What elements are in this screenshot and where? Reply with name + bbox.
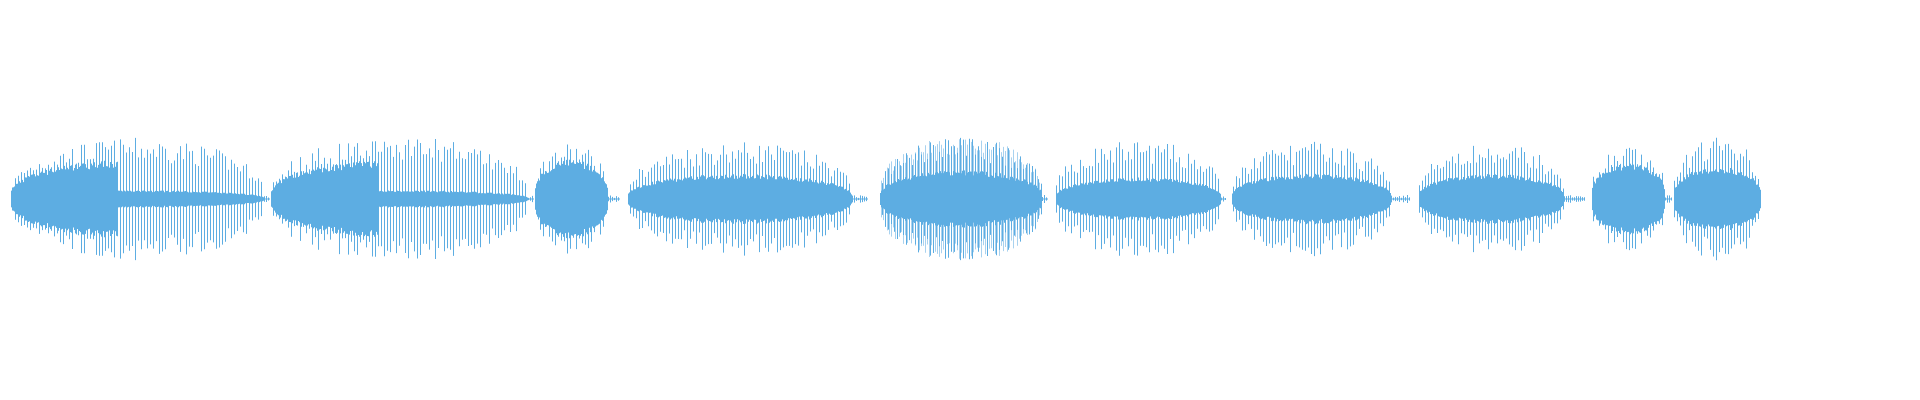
waveform-segment: [1592, 147, 1665, 251]
waveform-silence: [608, 195, 620, 203]
waveform-body: [1232, 141, 1391, 257]
waveform-segment: [1419, 145, 1564, 253]
waveform-body: [11, 137, 264, 261]
waveform-silence: [1042, 195, 1048, 203]
waveform-silence: [852, 195, 868, 203]
waveform-segment: [628, 142, 852, 256]
waveform-body: [628, 142, 852, 256]
waveform-body: [1674, 137, 1761, 261]
waveform-segment: [1232, 141, 1391, 257]
waveform-silence: [1564, 195, 1585, 203]
waveform-body: [880, 137, 1042, 261]
waveform-silence: [1665, 195, 1672, 203]
waveform-body: [535, 144, 608, 254]
waveform-segment: [271, 139, 528, 259]
waveform-silence: [264, 196, 270, 202]
waveform-silence: [528, 195, 534, 203]
waveform-segment: [880, 137, 1042, 261]
waveform-body: [1419, 145, 1564, 253]
waveform-body: [271, 139, 528, 259]
waveform-body: [1592, 147, 1665, 251]
waveform-body: [1056, 142, 1221, 256]
waveform-silence: [1221, 196, 1226, 202]
waveform-segment: [1674, 137, 1761, 261]
waveform-segment: [1056, 142, 1221, 256]
waveform-segment: [535, 144, 608, 254]
waveform-segment: [11, 137, 264, 261]
waveform-silence: [1391, 195, 1410, 203]
